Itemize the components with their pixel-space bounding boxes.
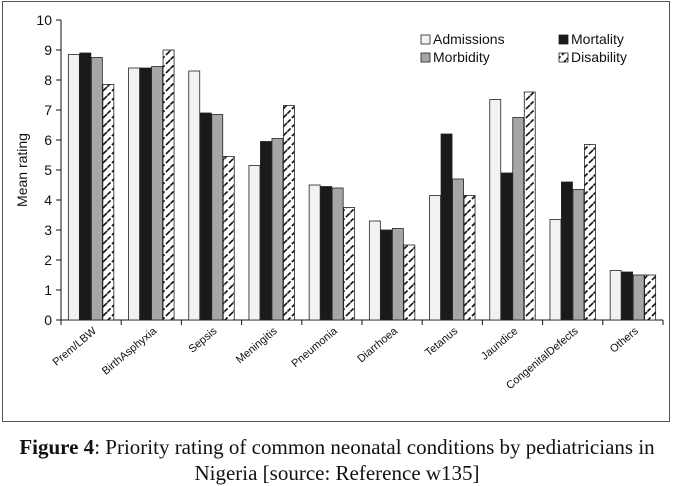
y-tick-label: 3	[44, 222, 52, 238]
bars	[67, 49, 657, 321]
figure-caption: Figure 4: Priority rating of common neon…	[0, 434, 674, 486]
y-tick-label: 8	[44, 72, 52, 88]
legend-swatch-morbidity	[420, 52, 431, 63]
bar-disability-others	[644, 274, 657, 321]
legend-label-admissions: Admissions	[433, 31, 505, 47]
y-axis: 0 1 2 3 4 5 6 7 8 9 10	[36, 12, 62, 328]
y-tick-label: 1	[44, 282, 52, 298]
caption-label: Figure 4	[19, 435, 95, 459]
bar-admissions-tetanus	[429, 195, 441, 321]
bar-morbidity-diarrhoea	[391, 228, 404, 321]
bar-mortality-pneumonia	[320, 186, 333, 321]
legend: Admissions Mortality Morbidity Disability	[420, 31, 627, 65]
x-category-label: Others	[608, 325, 641, 356]
x-axis: Prem/LBW BirthAsphyxia Sepsis Meningitis Pne…	[51, 319, 664, 392]
y-axis-title: Mean rating	[14, 133, 30, 207]
bar-admissions-prem-lbw	[67, 54, 80, 321]
bar-mortality-others	[621, 271, 634, 321]
legend-swatch-disability	[558, 52, 569, 63]
bar-admissions-others	[609, 270, 622, 321]
y-tick-label: 10	[36, 12, 52, 28]
bar-admissions-meningitis	[248, 165, 261, 321]
bar-mortality-prem-lbw	[79, 52, 92, 321]
y-tick-label: 2	[44, 252, 52, 268]
legend-label-disability: Disability	[571, 49, 627, 65]
bar-disability-sepsis	[222, 156, 235, 321]
bar-mortality-tetanus	[440, 133, 453, 321]
bar-disability-jaundice	[523, 91, 536, 321]
bar-mortality-meningitis	[260, 141, 272, 321]
bar-mortality-jaundice	[500, 172, 513, 321]
bar-disability-tetanus	[463, 195, 476, 321]
bar-morbidity-tetanus	[452, 178, 464, 321]
bar-admissions-diarrhoea	[368, 220, 381, 321]
bar-mortality-birthasphyxia	[139, 67, 152, 321]
y-tick-label: 5	[44, 162, 52, 178]
x-category-label: Sepsis	[186, 325, 219, 356]
y-tick-label: 9	[44, 42, 52, 58]
x-category-label: Tetanus	[423, 325, 461, 359]
bar-morbidity-meningitis	[271, 138, 284, 321]
bar-morbidity-others	[632, 274, 645, 321]
bar-mortality-diarrhoea	[380, 229, 393, 321]
bar-admissions-jaundice	[489, 99, 502, 321]
legend-swatch-admissions	[420, 34, 431, 45]
bar-disability-pneumonia	[343, 207, 356, 321]
y-tick-label: 4	[44, 192, 52, 208]
x-category-label: Pneumonia	[289, 325, 340, 371]
bar-admissions-birthasphyxia	[128, 67, 140, 321]
caption-text: : Priority rating of common neonatal con…	[94, 435, 655, 485]
bar-morbidity-sepsis	[211, 114, 224, 321]
bar-morbidity-jaundice	[512, 117, 525, 321]
legend-label-morbidity: Morbidity	[433, 49, 490, 65]
bar-admissions-pneumonia	[308, 184, 321, 321]
y-tick-label: 6	[44, 132, 52, 148]
bar-disability-diarrhoea	[403, 244, 416, 321]
x-category-label: Prem/LBW	[51, 325, 100, 369]
bar-admissions-congenitaldefects	[549, 219, 562, 321]
bar-disability-prem-lbw	[102, 84, 115, 321]
y-tick-label: 0	[44, 312, 52, 328]
x-category-label: BirthAsphyxia	[100, 325, 160, 378]
bar-disability-birthasphyxia	[162, 49, 175, 321]
x-category-label: Meningitis	[234, 325, 280, 366]
legend-swatch-mortality	[558, 34, 569, 45]
chart-frame: 0 1 2 3 4 5 6 7 8 9 10 Prem/LBW BirthAsphyxia Sepsis…	[2, 1, 670, 422]
bar-mortality-congenitaldefects	[561, 181, 573, 321]
bar-morbidity-congenitaldefects	[572, 189, 585, 321]
bar-disability-meningitis	[283, 105, 295, 321]
bar-admissions-sepsis	[188, 70, 201, 321]
bar-mortality-sepsis	[199, 112, 212, 321]
bar-morbidity-pneumonia	[331, 187, 344, 321]
x-category-label: Diarrhoea	[355, 325, 400, 366]
bar-morbidity-prem-lbw	[90, 57, 103, 321]
y-tick-label: 7	[44, 102, 52, 118]
bar-disability-congenitaldefects	[584, 144, 596, 321]
bar-morbidity-birthasphyxia	[151, 66, 163, 321]
legend-label-mortality: Mortality	[571, 31, 624, 47]
bar-chart: 0 1 2 3 4 5 6 7 8 9 10 Prem/LBW BirthAsphyxia Sepsis…	[14, 12, 664, 392]
x-category-label: Jaundice	[479, 325, 520, 363]
